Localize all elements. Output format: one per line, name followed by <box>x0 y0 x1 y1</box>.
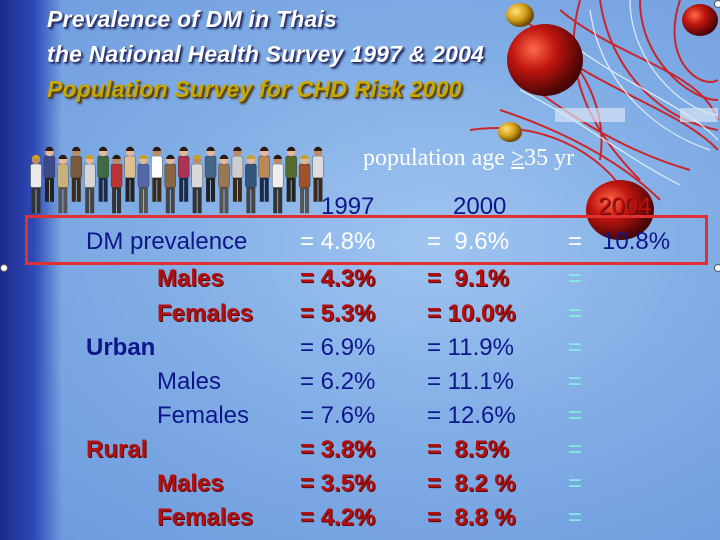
value-2000: = 8.5% <box>427 436 510 463</box>
year-2004: 2004 <box>598 193 652 220</box>
value-2000: = 10.0% <box>427 300 516 327</box>
person-figure <box>298 154 311 214</box>
ornament-ball-icon <box>586 180 654 240</box>
row-label-males: Males <box>157 470 224 497</box>
row-label-females: Females <box>157 504 254 531</box>
person-figure <box>204 146 217 202</box>
person-figure <box>30 154 42 214</box>
value-2000: = 11.1% <box>427 368 514 395</box>
value-1997: = 4.2% <box>300 504 376 531</box>
value-1997: = 4.3% <box>300 265 376 292</box>
value-1997: = 6.9% <box>300 334 376 361</box>
corner-handle <box>714 264 720 272</box>
person-figure <box>285 146 297 202</box>
row-label-females: Females <box>157 300 254 327</box>
person-figure <box>70 146 82 202</box>
value-1997: = 7.6% <box>300 402 376 429</box>
value-2004-equals: = <box>568 402 583 429</box>
person-figure <box>245 154 257 214</box>
person-figure <box>218 154 230 214</box>
geq-symbol: ≥ <box>510 145 525 171</box>
value-2000: = 12.6% <box>427 402 516 429</box>
person-figure <box>164 154 176 214</box>
population-label: population age ≥35 yr <box>363 145 574 172</box>
person-figure <box>191 154 203 214</box>
person-figure <box>272 154 284 214</box>
corner-handle <box>0 264 8 272</box>
row-label-males: Males <box>157 265 224 292</box>
person-figure <box>178 146 190 202</box>
year-1997: 1997 <box>321 193 375 220</box>
person-figure <box>231 146 244 202</box>
population-prefix: population age <box>363 145 505 171</box>
value-2004-equals: = <box>568 470 583 497</box>
ornament-ball-icon <box>507 24 583 96</box>
value-1997: = 6.2% <box>300 368 376 395</box>
value-2000: = 8.8 % <box>427 504 516 531</box>
row-label-males: Males <box>157 368 222 395</box>
value-1997: = 5.3% <box>300 300 376 327</box>
value-1997: = 3.8% <box>300 436 376 463</box>
value-2000: = 9.6% <box>427 228 510 255</box>
title-line-1: Prevalence of DM in Thais <box>47 6 338 32</box>
person-figure <box>124 146 136 202</box>
value-2004-equals: = <box>568 228 583 255</box>
value-2004-equals: = <box>568 334 583 361</box>
value-2000: = 11.9% <box>427 334 514 361</box>
year-2000: 2000 <box>453 193 507 220</box>
value-2000: = 8.2 % <box>427 470 516 497</box>
value-2004-equals: = <box>568 368 583 395</box>
row-label-urban: Urban <box>86 334 156 361</box>
person-figure <box>97 146 109 202</box>
value-2000: = 9.1% <box>427 265 510 292</box>
row-label-females: Females <box>157 402 250 429</box>
value-2004-equals: = <box>568 300 583 327</box>
value-1997: = 4.8% <box>300 228 376 255</box>
corner-handle <box>714 0 720 8</box>
value-2004-equals: = <box>568 504 583 531</box>
row-label-dm-prevalence: DM prevalence <box>86 228 248 255</box>
person-figure <box>137 154 150 214</box>
person-figure <box>151 146 163 202</box>
left-gradient-band <box>0 0 62 540</box>
person-figure <box>84 154 96 214</box>
person-figure <box>57 154 69 214</box>
value-2004-equals: = <box>568 265 583 292</box>
value-2004: 10.8% <box>602 228 671 255</box>
row-label-rural: Rural <box>86 436 148 463</box>
person-figure <box>258 146 270 202</box>
highlight-box <box>25 215 708 265</box>
value-2004-equals: = <box>568 436 583 463</box>
person-figure <box>312 146 324 202</box>
title-line-3: Population Survey for CHD Risk 2000 <box>47 76 462 102</box>
population-suffix: 35 yr <box>524 145 575 171</box>
person-figure <box>110 154 123 214</box>
title-line-2: the National Health Survey 1997 & 2004 <box>47 41 485 67</box>
person-figure <box>43 146 56 202</box>
value-1997: = 3.5% <box>300 470 376 497</box>
